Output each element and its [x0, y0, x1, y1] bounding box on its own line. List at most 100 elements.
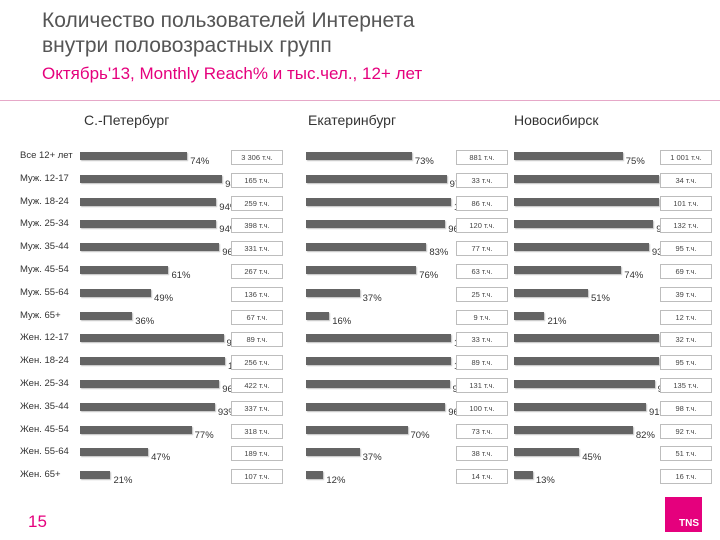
value-label: 21%	[547, 315, 567, 327]
value-label: 16%	[332, 315, 352, 327]
absolute-value-box: 120 т.ч.	[456, 218, 508, 234]
bar	[514, 174, 659, 183]
absolute-value-box: 337 т.ч.	[231, 400, 283, 416]
absolute-value-box: 38 т.ч.	[456, 446, 508, 462]
bar	[514, 243, 649, 252]
bar	[306, 402, 446, 411]
value-label: 82%	[635, 429, 655, 441]
absolute-value-box: 165 т.ч.	[231, 172, 283, 188]
value-label: 73%	[414, 156, 434, 167]
bar	[80, 402, 215, 411]
bar	[514, 425, 633, 434]
value-label: 36%	[135, 315, 155, 327]
value-label: 74%	[190, 156, 210, 167]
bar	[80, 288, 152, 297]
title-line-2: внутри половозрастных групп	[42, 34, 332, 57]
bar	[306, 448, 360, 457]
bar	[306, 220, 446, 229]
bar	[514, 471, 533, 480]
row-label: Муж. 45-54	[20, 264, 69, 275]
header-divider	[0, 100, 720, 101]
bar	[514, 288, 588, 297]
absolute-value-box: 69 т.ч.	[660, 264, 712, 279]
bar	[514, 380, 655, 388]
bar	[306, 197, 451, 206]
absolute-value-box: 77 т.ч.	[456, 241, 508, 257]
absolute-value-box: 422 т.ч.	[231, 378, 283, 393]
row-label: Жен. 18-24	[20, 355, 69, 367]
value-label: 49%	[154, 292, 174, 304]
bar	[306, 471, 324, 480]
absolute-value-box: 12 т.ч.	[660, 309, 712, 325]
value-label: 45%	[582, 452, 602, 464]
absolute-value-box: 135 т.ч.	[660, 378, 712, 393]
absolute-value-box: 14 т.ч.	[456, 469, 508, 485]
absolute-value-box: 67 т.ч.	[231, 309, 283, 325]
page-number: 15	[28, 512, 47, 531]
absolute-value-box: 259 т.ч.	[231, 195, 283, 211]
bar	[514, 152, 623, 160]
absolute-value-box: 318 т.ч.	[231, 423, 283, 439]
bar	[80, 334, 224, 343]
bar	[80, 174, 223, 183]
value-label: 13%	[535, 475, 555, 487]
absolute-value-box: 25 т.ч.	[456, 286, 508, 302]
absolute-value-box: 95 т.ч.	[660, 241, 712, 257]
absolute-value-box: 63 т.ч.	[456, 264, 508, 279]
bar	[306, 174, 447, 183]
row-label: Муж. 65+	[20, 309, 61, 321]
row-label: Муж. 55-64	[20, 286, 69, 298]
row-label: Муж. 25-34	[20, 218, 69, 230]
bar	[306, 311, 330, 320]
row-label: Жен. 45-54	[20, 423, 69, 435]
absolute-value-box: 101 т.ч.	[660, 195, 712, 211]
tns-logo: TNS	[665, 497, 702, 532]
absolute-value-box: 33 т.ч.	[456, 172, 508, 188]
absolute-value-box: 51 т.ч.	[660, 446, 712, 462]
bar	[514, 197, 659, 206]
value-label: 51%	[590, 292, 610, 304]
bar	[80, 357, 225, 366]
absolute-value-box: 32 т.ч.	[660, 332, 712, 348]
value-label: 93%	[217, 406, 237, 418]
row-label: Жен. 25-34	[20, 378, 69, 389]
absolute-value-box: 136 т.ч.	[231, 286, 283, 302]
bar	[514, 402, 646, 411]
bar	[80, 425, 192, 434]
row-label: Жен. 55-64	[20, 446, 69, 458]
bar	[514, 448, 580, 457]
value-label: 61%	[171, 270, 191, 281]
absolute-value-box: 132 т.ч.	[660, 218, 712, 234]
value-label: 75%	[625, 156, 645, 167]
row-label: Жен. 12-17	[20, 332, 69, 344]
row-label: Все 12+ лет	[20, 150, 73, 161]
value-label: 47%	[151, 452, 171, 464]
absolute-value-box: 34 т.ч.	[660, 172, 712, 188]
bar	[514, 220, 654, 229]
page-subtitle: Октябрь'13, Monthly Reach% и тыс.чел., 1…	[42, 64, 423, 83]
absolute-value-box: 9 т.ч.	[456, 309, 508, 325]
absolute-value-box: 256 т.ч.	[231, 355, 283, 371]
bar	[514, 357, 659, 366]
value-label: 21%	[113, 475, 133, 487]
bar	[514, 311, 545, 320]
value-label: 12%	[326, 475, 346, 487]
row-label: Муж. 18-24	[20, 195, 69, 207]
bar	[80, 152, 188, 160]
value-label: 76%	[419, 270, 439, 281]
absolute-value-box: 3 306 т.ч.	[231, 150, 283, 165]
page-title: Количество пользователей Интернета внутр…	[42, 8, 415, 58]
row-label: Жен. 65+	[20, 469, 61, 481]
absolute-value-box: 98 т.ч.	[660, 400, 712, 416]
bar	[80, 243, 220, 252]
logo-text: TNS	[679, 518, 699, 529]
row-label: Жен. 35-44	[20, 400, 69, 412]
absolute-value-box: 131 т.ч.	[456, 378, 508, 393]
absolute-value-box: 881 т.ч.	[456, 150, 508, 165]
bar	[306, 266, 417, 274]
bar	[306, 243, 427, 252]
absolute-value-box: 39 т.ч.	[660, 286, 712, 302]
city-header: Екатеринбург	[308, 112, 397, 128]
bar	[306, 357, 451, 366]
bar	[306, 152, 412, 160]
